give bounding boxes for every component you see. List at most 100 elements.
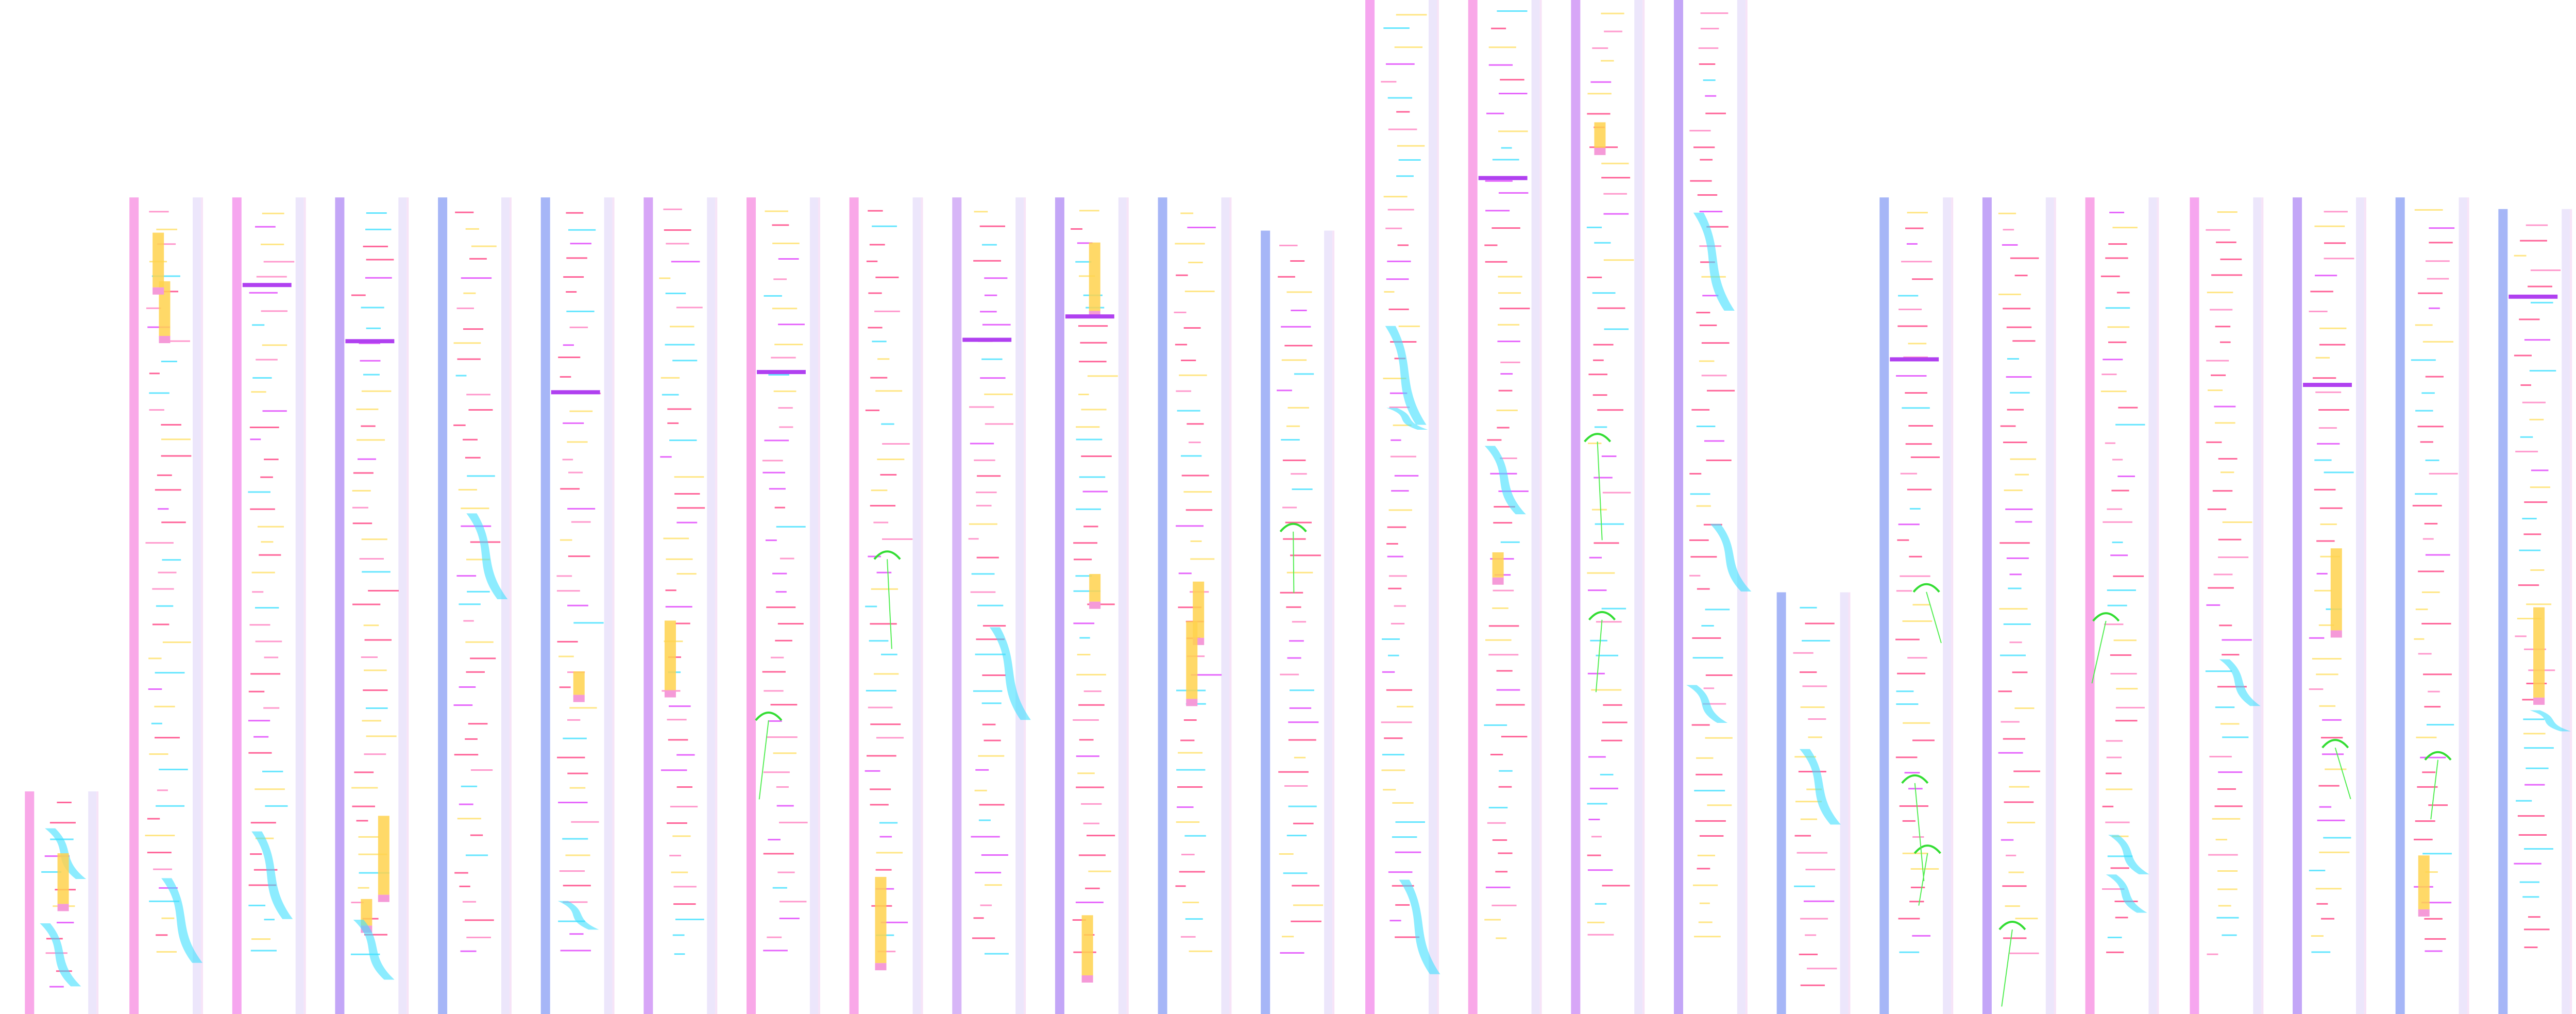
green-link (1293, 531, 1295, 593)
label-mark (145, 835, 175, 837)
label-mark (1076, 426, 1100, 428)
label-mark (1087, 603, 1115, 605)
label-mark (1689, 539, 1709, 541)
label-mark (880, 653, 897, 655)
label-mark (1907, 657, 1927, 659)
column-bar (438, 197, 448, 1014)
label-mark (2104, 623, 2124, 626)
label-mark (2103, 521, 2132, 523)
label-mark (2115, 424, 2145, 426)
label-mark (2207, 508, 2227, 510)
label-mark (1388, 654, 1399, 656)
flow-band (161, 878, 203, 963)
label-mark (666, 243, 689, 245)
label-mark (969, 523, 997, 525)
label-mark (1496, 937, 1507, 939)
label-mark (2110, 654, 2132, 656)
label-mark (2531, 301, 2553, 303)
label-mark (2309, 310, 2328, 312)
label-mark (2217, 888, 2238, 890)
label-mark (2520, 436, 2533, 438)
label-mark (1500, 373, 1513, 375)
label-mark (1388, 308, 1409, 310)
label-mark (2002, 244, 2018, 246)
label-mark (155, 737, 180, 739)
label-mark (1383, 378, 1406, 380)
label-mark (1899, 309, 1922, 311)
column-bar (1982, 197, 1992, 1014)
label-mark (1895, 756, 1918, 758)
label-mark (2206, 229, 2230, 231)
label-mark (463, 620, 474, 622)
label-mark (2100, 275, 2120, 277)
label-mark (151, 722, 162, 724)
label-mark (1079, 739, 1094, 741)
label-mark (159, 768, 188, 770)
label-mark (162, 641, 191, 644)
label-mark (2318, 427, 2337, 429)
label-mark (768, 839, 781, 841)
label-mark (465, 457, 481, 459)
label-mark (2311, 951, 2331, 953)
label-mark (1490, 754, 1503, 756)
label-mark (1594, 426, 1607, 428)
label-mark (2006, 326, 2032, 328)
column-edge (1539, 0, 1542, 1014)
label-mark (465, 228, 479, 230)
label-mark (466, 936, 491, 938)
label-mark (981, 244, 997, 246)
label-mark (462, 901, 477, 903)
label-mark (1602, 885, 1630, 887)
purple-header (757, 370, 806, 375)
label-mark (2518, 834, 2547, 836)
label-mark (352, 603, 381, 605)
label-mark (1175, 243, 1205, 245)
label-mark (1395, 904, 1410, 906)
label-mark (2110, 673, 2137, 675)
label-mark (2007, 821, 2036, 823)
label-mark (1079, 275, 1095, 277)
label-mark (1176, 274, 1188, 276)
label-mark (261, 310, 288, 312)
label-mark (669, 705, 691, 707)
label-mark (156, 605, 174, 607)
label-mark (1808, 736, 1822, 738)
label-mark (255, 640, 282, 643)
label-mark (145, 542, 174, 544)
label-mark (249, 624, 270, 626)
label-mark (872, 225, 897, 227)
label-mark (1998, 212, 2016, 214)
label-mark (250, 853, 262, 855)
label-mark (1700, 27, 1719, 29)
column-edge (2054, 197, 2056, 1014)
label-mark (2418, 653, 2432, 655)
label-mark (2414, 638, 2425, 640)
label-mark (248, 752, 272, 754)
label-mark (778, 258, 799, 260)
label-mark (1485, 639, 1512, 641)
gold-block (2533, 607, 2545, 698)
label-mark (976, 504, 992, 506)
label-mark (1705, 95, 1717, 97)
label-mark (57, 922, 74, 924)
label-mark (764, 690, 784, 692)
label-mark (1179, 374, 1207, 376)
label-mark (981, 702, 1002, 704)
label-mark (1488, 806, 1508, 808)
label-mark (1485, 261, 1507, 263)
label-mark (2107, 936, 2122, 938)
column-edge (1642, 0, 1645, 1014)
label-mark (876, 852, 903, 854)
label-mark (1897, 325, 1928, 327)
label-mark (261, 541, 274, 543)
column-edge (1332, 230, 1335, 1014)
column-edge (303, 197, 306, 1014)
label-mark (1594, 542, 1619, 544)
label-mark (1076, 755, 1099, 757)
label-mark (1288, 721, 1319, 723)
label-mark (463, 292, 476, 294)
label-mark (1807, 968, 1837, 970)
label-mark (2421, 622, 2451, 624)
label-mark (767, 936, 782, 938)
label-mark (453, 342, 481, 344)
